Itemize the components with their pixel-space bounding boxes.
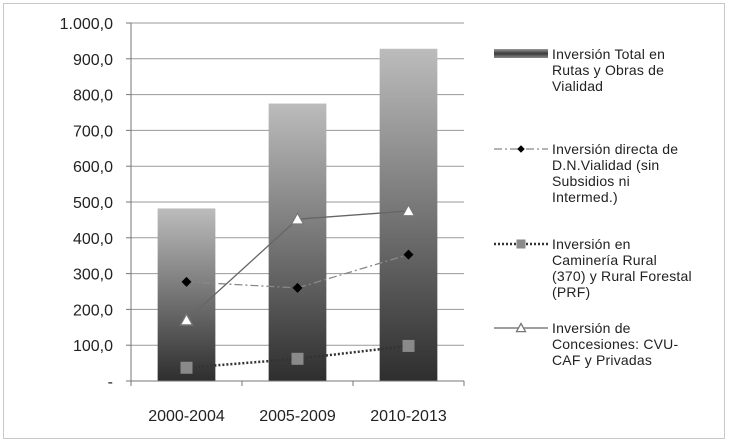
bar — [268, 103, 327, 382]
x-axis-ticks: 2000-2004 2005-2009 2010-2013 — [148, 408, 447, 425]
y-tick-label: 500,0 — [73, 195, 113, 212]
y-axis-ticks: - 100,0 200,0 300,0 400,0 500,0 600,0 700,0 800,… — [60, 16, 113, 391]
legend-label: Rutas y Obras de — [552, 62, 664, 78]
legend-marker — [515, 322, 527, 333]
series-lines — [179, 203, 416, 374]
y-tick-label: 200,0 — [73, 302, 113, 319]
data-point-marker — [402, 339, 415, 352]
data-point-marker — [290, 211, 305, 225]
legend-marker — [516, 239, 526, 249]
legend-label: Caminería Rural — [552, 252, 657, 268]
legend-label: Intermed.) — [552, 189, 618, 205]
x-tick-label: 2005-2009 — [259, 408, 336, 425]
y-tick-label: 600,0 — [73, 159, 113, 176]
data-point-marker — [179, 312, 194, 326]
y-tick-label: 700,0 — [73, 123, 113, 140]
data-point-marker — [292, 282, 303, 293]
legend-label: Inversión en — [552, 236, 631, 252]
x-tick-label: 2000-2004 — [148, 408, 225, 425]
series-line — [186, 254, 409, 289]
legend-label: (PRF) — [552, 284, 590, 300]
y-tick-label: - — [108, 374, 113, 391]
bar — [157, 208, 216, 381]
y-tick-label: 300,0 — [73, 267, 113, 284]
data-point-marker — [180, 361, 193, 374]
chart-svg: - 100,0 200,0 300,0 400,0 500,0 600,0 700,0 800,… — [60, 16, 692, 425]
axes — [126, 22, 465, 386]
legend-symbol — [494, 49, 548, 58]
y-tick-label: 100,0 — [73, 338, 113, 355]
legend-label: D.N.Vialidad (sin — [552, 157, 659, 173]
legend-label: Inversión Total en — [552, 46, 665, 62]
legend-label: Subsidios ni — [552, 173, 630, 189]
chart-frame: - 100,0 200,0 300,0 400,0 500,0 600,0 700,0 800,… — [3, 3, 725, 439]
y-tick-label: 800,0 — [73, 88, 113, 105]
data-point-marker — [401, 203, 416, 217]
series-line — [186, 344, 409, 369]
y-tick-label: 900,0 — [73, 52, 113, 69]
legend-label: Vialidad — [552, 78, 603, 94]
data-point-marker — [181, 276, 192, 287]
legend-label: Inversión de — [552, 320, 631, 336]
legend-label: Concesiones: CVU- — [552, 336, 678, 352]
legend-label: CAF y Privadas — [552, 352, 652, 368]
x-tick-label: 2010-2013 — [370, 408, 447, 425]
data-point-marker — [291, 352, 304, 365]
data-point-marker — [403, 249, 414, 260]
y-tick-label: 1.000,0 — [60, 16, 113, 33]
legend-label: (370) y Rural Forestal — [552, 268, 692, 284]
legend-marker — [517, 145, 525, 153]
y-tick-label: 400,0 — [73, 231, 113, 248]
legend-label: Inversión directa de — [552, 141, 678, 157]
